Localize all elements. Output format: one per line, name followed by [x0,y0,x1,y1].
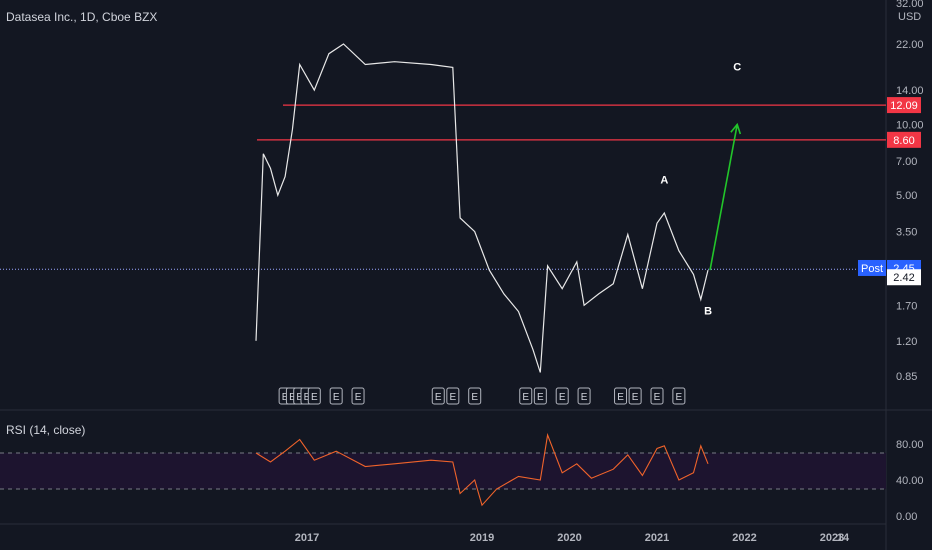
price-tick-label: 3.50 [896,227,917,239]
price-tick-label: 10.00 [896,119,924,131]
earnings-marker-label: E [522,392,529,403]
earnings-marker [468,387,482,405]
earnings-marker-label: E [435,392,442,403]
price-tick-label: 22.00 [896,39,924,51]
earnings-marker-label: E [676,392,683,403]
earnings-marker [307,387,321,405]
projection-arrowhead [730,122,742,135]
price-tick-label: 32.00 [896,0,924,10]
earnings-marker-label: E [537,392,544,403]
earnings-marker [555,387,569,405]
earnings-marker [614,387,628,405]
chart-title: Datasea Inc., 1D, Cboe BZX [6,10,158,24]
earnings-marker-label: E [304,392,311,403]
earnings-marker-label: E [289,392,296,403]
time-tick-label: 14 [837,532,850,544]
rsi-band [0,453,886,489]
wave-label: A [660,175,668,187]
earnings-marker-label: E [559,392,566,403]
earnings-marker-label: E [355,392,362,403]
time-tick-label: 2020 [557,532,581,544]
earnings-marker-label: E [654,392,661,403]
rsi-tick-label: 40.00 [896,475,924,487]
level-tag [887,131,921,148]
earnings-marker [431,387,445,405]
price-tick-label: 5.00 [896,190,917,202]
price-tick-label: 1.20 [896,336,917,348]
price-series-line [255,43,709,373]
earnings-marker-label: E [333,392,340,403]
wave-label: B [704,306,712,318]
last-price-label: 2.42 [893,272,914,284]
rsi-title: RSI (14, close) [6,423,86,437]
rsi-tick-label: 0.00 [896,511,917,523]
earnings-marker [446,387,460,405]
earnings-marker-label: E [296,392,303,403]
price-tick-label: 7.00 [896,156,917,168]
earnings-marker-label: E [632,392,639,403]
earnings-marker [672,387,686,405]
earnings-marker [577,387,591,405]
rsi-tick-label: 80.00 [896,439,924,451]
earnings-marker-label: E [311,392,318,403]
earnings-marker-label: E [449,392,456,403]
earnings-marker [519,387,533,405]
level-tag-label: 8.60 [893,135,914,147]
earnings-marker-label: E [617,392,624,403]
earnings-marker-label: E [471,392,478,403]
time-tick-label: 2023 [820,532,844,544]
time-tick-label: 2021 [645,532,669,544]
earnings-marker-label: E [282,392,289,403]
rsi-series-line [255,432,709,507]
price-tick-label: 0.85 [896,371,917,383]
earnings-marker [628,387,642,405]
last-price-tag [887,269,921,286]
price-tick-label: 14.00 [896,85,924,97]
wave-label: C [733,61,741,73]
earnings-marker [650,387,664,405]
time-tick-label: 2022 [732,532,756,544]
time-tick-label: 2017 [295,532,319,544]
price-tick-label: 1.70 [896,300,917,312]
level-tag [887,97,921,114]
time-tick-label: 2019 [470,532,494,544]
price-pane [0,0,886,410]
post-badge [858,259,886,276]
post-badge-label: Post [861,263,883,275]
earnings-marker-label: E [581,392,588,403]
earnings-marker [351,387,365,405]
projection-arrow [709,124,738,271]
price-unit: USD [898,11,921,23]
earnings-marker [533,387,547,405]
earnings-marker [329,387,343,405]
level-tag-label: 12.09 [890,100,918,112]
